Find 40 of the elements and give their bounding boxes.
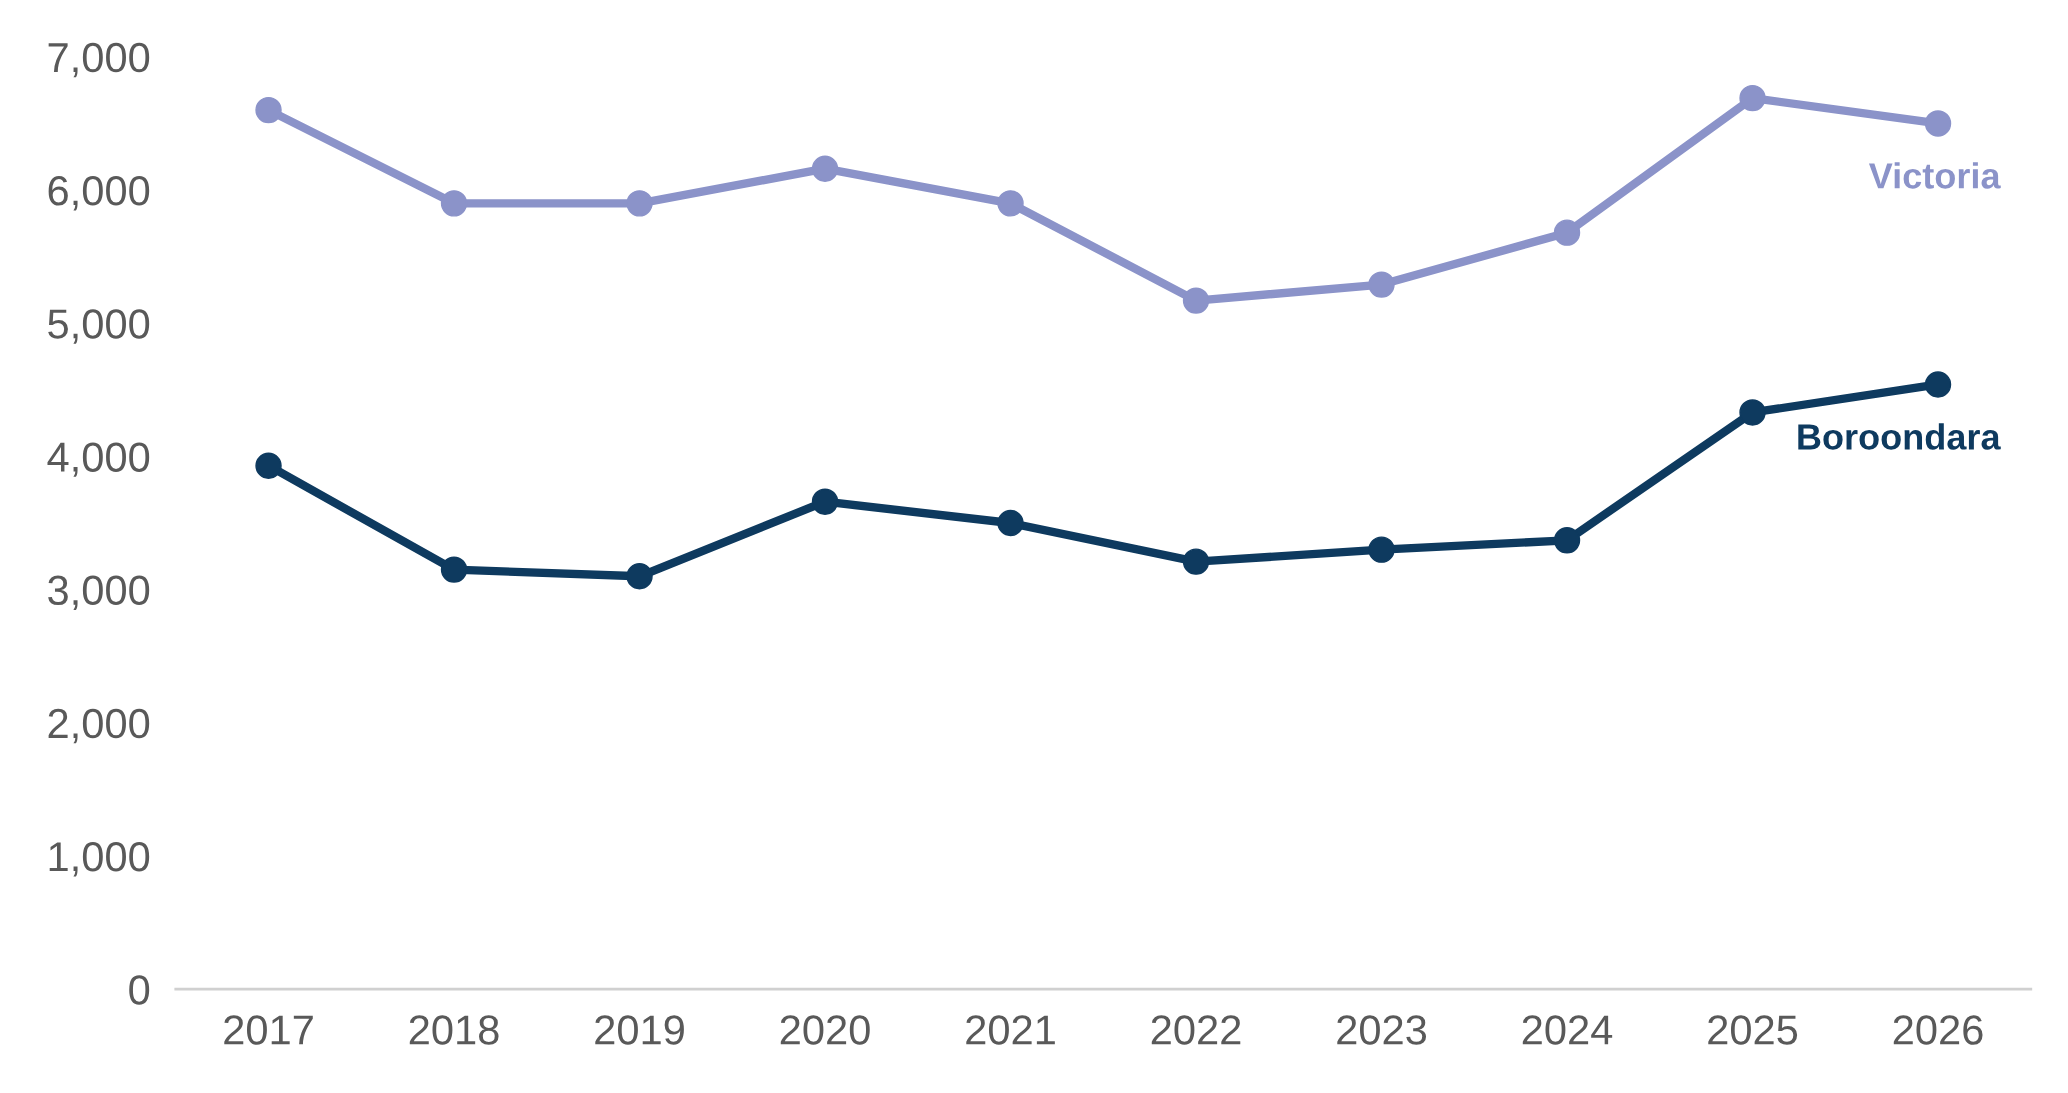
y-tick-label: 4,000 — [47, 442, 150, 477]
series-label: Boroondara — [1798, 423, 2001, 450]
point — [1553, 219, 1581, 246]
point — [1924, 110, 1952, 137]
x-tick-label: 2019 — [595, 1015, 684, 1045]
x-tick-label: 2018 — [409, 1015, 499, 1045]
point — [1553, 527, 1581, 554]
x-tick-label: 2017 — [224, 1015, 313, 1045]
point — [811, 155, 839, 182]
y-tick-label: 7,000 — [48, 42, 150, 78]
point — [1739, 399, 1766, 426]
point — [1924, 371, 1952, 398]
point — [997, 509, 1024, 537]
point — [626, 190, 653, 217]
x-tick-label: 2022 — [1151, 1015, 1241, 1045]
y-tick-label: 6,000 — [48, 176, 150, 211]
x-tick-label: 2023 — [1337, 1015, 1427, 1045]
x-tick-label: 2026 — [1893, 1015, 1983, 1045]
y-tick-label: 0 — [129, 975, 150, 1005]
y-tick-label: 1,000 — [49, 841, 150, 877]
x-tick-label: 2024 — [1522, 1015, 1613, 1045]
y-tick-label: 2,000 — [48, 708, 150, 744]
point — [440, 556, 468, 583]
y-tick-label: 3,000 — [48, 575, 150, 611]
point — [1368, 271, 1395, 298]
x-tick-label: 2025 — [1708, 1015, 1798, 1045]
point — [811, 488, 839, 515]
point — [1182, 548, 1210, 575]
point — [626, 563, 653, 590]
x-tick-label: 2020 — [780, 1015, 870, 1045]
x-tick-label: 2021 — [966, 1015, 1055, 1045]
y-tick-label: 5,000 — [48, 309, 150, 344]
point — [1739, 84, 1766, 112]
series-label: Victoria — [1868, 162, 2001, 189]
point — [255, 452, 282, 479]
point — [1368, 536, 1395, 563]
point — [1182, 287, 1210, 314]
point — [997, 190, 1024, 217]
point — [255, 96, 282, 124]
point — [440, 190, 468, 217]
